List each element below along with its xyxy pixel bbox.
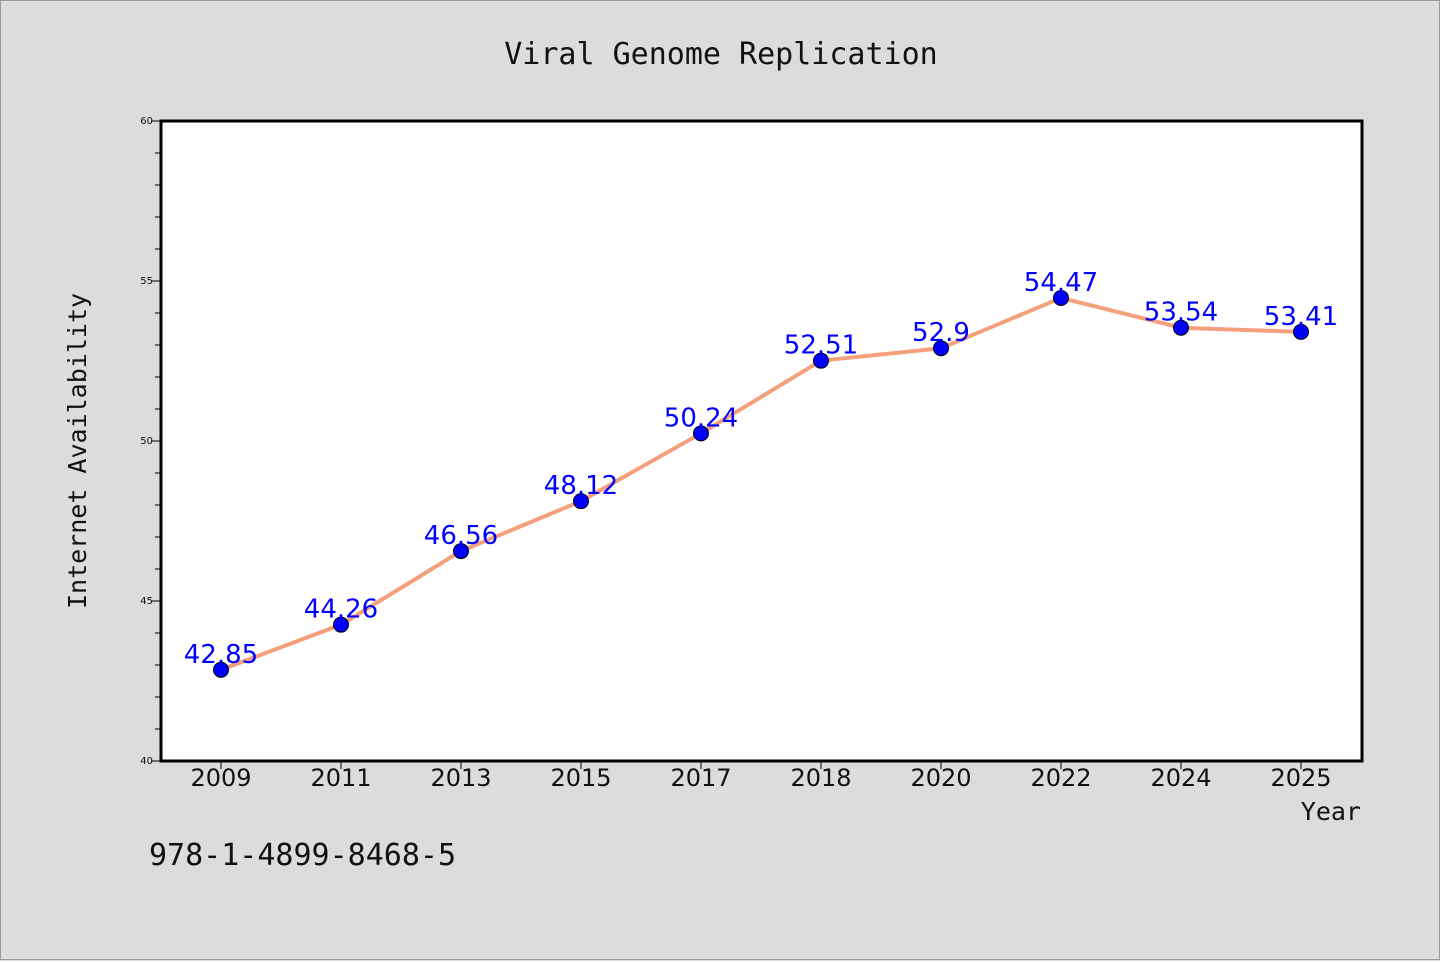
data-label: 53.41 [1264, 302, 1338, 332]
data-label: 50.24 [664, 403, 738, 433]
x-tick-label: 2025 [1270, 764, 1331, 792]
data-label: 52.9 [912, 318, 970, 348]
footer-isbn: 978-1-4899-8468-5 [149, 838, 456, 873]
series-line [220, 295, 1302, 672]
x-tick-label: 2015 [550, 764, 611, 792]
y-axis: 40 45 50 55 60 [140, 116, 161, 767]
data-label: 54.47 [1024, 268, 1098, 298]
data-point [1293, 323, 1309, 340]
data-label: 53.54 [1144, 298, 1218, 328]
y-tick-label: 40 [140, 756, 153, 767]
x-tick-label: 2018 [790, 764, 851, 792]
data-point [1173, 319, 1189, 336]
data-label: 42.85 [184, 640, 258, 670]
y-tick-label: 55 [140, 276, 153, 287]
data-label: 52.51 [784, 331, 858, 361]
plot-area [159, 119, 1364, 763]
x-tick-label: 2020 [910, 764, 971, 792]
x-axis: 2009 2011 2013 2015 2017 2018 2020 2022 2024 2025 [190, 761, 1332, 792]
y-axis-label: Internet Availability [63, 293, 92, 609]
data-point [213, 661, 229, 678]
chart-title: Viral Genome Replication [504, 37, 937, 72]
data-point [573, 493, 589, 510]
x-tick-label: 2009 [190, 764, 251, 792]
data-label: 46.56 [424, 521, 498, 551]
y-tick-label: 50 [140, 436, 153, 447]
x-tick-label: 2017 [670, 764, 731, 792]
x-tick-label: 2024 [1150, 764, 1211, 792]
data-point [693, 425, 709, 442]
data-point [1053, 289, 1069, 306]
y-tick-label: 60 [140, 116, 153, 127]
data-point [453, 543, 469, 560]
data-label: 48.12 [544, 471, 618, 501]
data-labels: 42.85 44.26 46.56 48.12 50.24 52.51 52.9 54.47 5… [184, 268, 1338, 670]
x-tick-label: 2011 [310, 764, 371, 792]
data-label: 44.26 [304, 595, 378, 625]
data-point [813, 352, 829, 369]
y-tick-label: 45 [140, 596, 153, 607]
x-tick-label: 2013 [430, 764, 491, 792]
data-point [333, 616, 349, 633]
data-point [933, 340, 949, 357]
series-polyline [220, 295, 1302, 672]
x-axis-label: Year [1301, 797, 1361, 826]
series-markers [213, 289, 1309, 678]
x-tick-label: 2022 [1030, 764, 1091, 792]
